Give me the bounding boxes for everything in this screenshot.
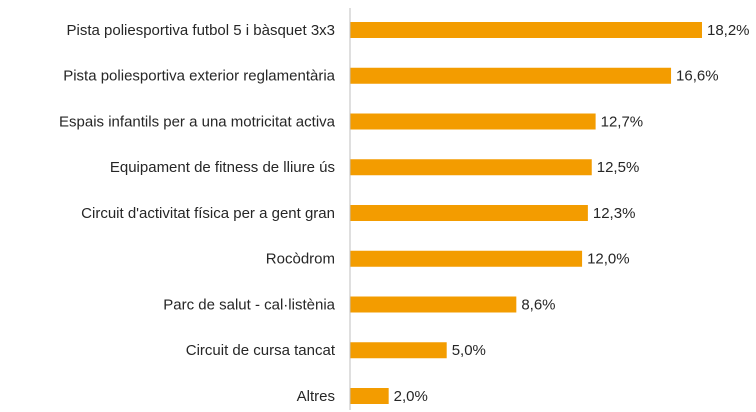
value-label: 12,7% — [601, 113, 644, 130]
value-label: 2,0% — [394, 388, 428, 405]
bar — [350, 296, 517, 313]
category-label: Circuit d'activitat física per a gent gr… — [81, 205, 335, 222]
bar — [350, 342, 447, 359]
category-label: Rocòdrom — [266, 251, 335, 268]
bar — [350, 67, 672, 84]
value-label: 18,2% — [707, 22, 750, 39]
category-label: Parc de salut - cal·listènia — [163, 296, 335, 313]
bar — [350, 388, 389, 404]
category-label: Equipament de fitness de lliure ús — [110, 159, 335, 176]
category-label: Pista poliesportiva futbol 5 i bàsquet 3… — [67, 22, 336, 39]
value-label: 12,3% — [593, 205, 636, 222]
bar — [350, 113, 596, 130]
value-label: 16,6% — [676, 68, 719, 85]
value-label: 5,0% — [452, 342, 486, 359]
bar — [350, 22, 702, 38]
bar — [350, 159, 592, 176]
category-label: Circuit de cursa tancat — [186, 342, 336, 359]
value-label: 8,6% — [521, 296, 555, 313]
category-label: Altres — [297, 388, 335, 405]
bar — [350, 250, 583, 267]
value-label: 12,5% — [597, 159, 640, 176]
bar — [350, 205, 588, 221]
category-label: Pista poliesportiva exterior reglamentàr… — [63, 68, 335, 85]
value-label: 12,0% — [587, 251, 630, 268]
category-label: Espais infantils per a una motricitat ac… — [59, 113, 336, 130]
